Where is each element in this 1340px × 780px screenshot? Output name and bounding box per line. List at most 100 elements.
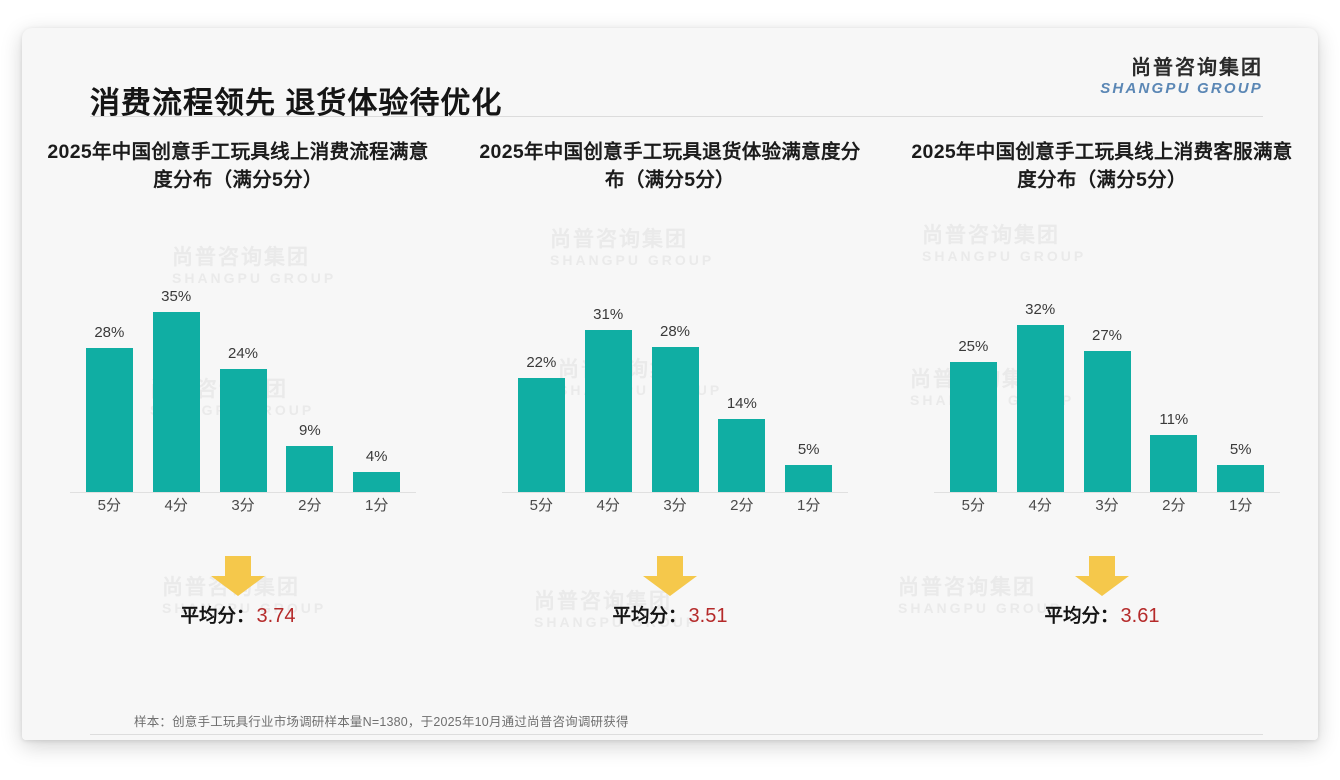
bar[interactable] — [1083, 350, 1131, 493]
average-score-label: 平均分： — [612, 604, 687, 626]
x-axis-line — [934, 491, 1280, 493]
average-block: 平均分： 3.74 — [40, 555, 436, 636]
average-block: 平均分： 3.51 — [472, 555, 868, 636]
chart-panel-consumption-process: 2025年中国创意手工玩具线上消费流程满意度分布（满分5分） 28% 35% 2… — [22, 138, 454, 636]
charts-row: 2025年中国创意手工玩具线上消费流程满意度分布（满分5分） 28% 35% 2… — [22, 138, 1318, 636]
category-label: 4分 — [164, 496, 188, 514]
category-label: 4分 — [1028, 496, 1052, 514]
category-label: 3分 — [231, 496, 255, 514]
category-label: 2分 — [730, 496, 754, 514]
bar-value-label: 9% — [298, 421, 321, 439]
bar-slot: 24% — [212, 241, 275, 493]
bar[interactable] — [353, 471, 401, 493]
bar-value-label: 27% — [1091, 326, 1123, 344]
category-label: 4分 — [596, 496, 620, 514]
bar-group: 25% 32% 27% 11% — [942, 241, 1272, 493]
average-score-value: 3.61 — [1120, 604, 1160, 627]
bar[interactable] — [584, 329, 632, 493]
average-score-text: 平均分： 3.74 — [40, 602, 436, 628]
bar-slot: 4% — [345, 241, 408, 493]
bar-value-label: 32% — [1025, 300, 1056, 318]
bar-slot: 27% — [1076, 241, 1139, 493]
bar[interactable] — [1016, 324, 1064, 493]
bar[interactable] — [152, 311, 200, 493]
bar-group: 28% 35% 24% 9% — [78, 241, 408, 493]
bar-slot: 32% — [1009, 241, 1072, 493]
average-score-text: 平均分： 3.51 — [472, 602, 868, 628]
bar[interactable] — [286, 445, 334, 493]
category-labels: 5分 4分 3分 2分 1分 — [78, 494, 408, 515]
page-title: 消费流程领先 退货体验待优化 — [90, 87, 503, 120]
bar-slot: 5% — [777, 241, 840, 493]
bar-value-label: 31% — [593, 305, 624, 323]
bar-chart: 28% 35% 24% 9% — [40, 241, 436, 514]
bar-slot: 35% — [145, 241, 208, 493]
bar-value-label: 28% — [94, 323, 125, 341]
bar-slot: 11% — [1142, 241, 1205, 493]
bar-slot: 28% — [78, 241, 141, 493]
average-score-label: 平均分： — [180, 604, 255, 626]
brand-logo: 尚普咨询集团 SHANGPU GROUP — [1100, 57, 1263, 97]
bar-value-label: 35% — [161, 287, 192, 305]
bar-slot: 5% — [1209, 241, 1272, 493]
bar-value-label: 11% — [1159, 410, 1189, 428]
down-arrow-icon — [211, 555, 265, 596]
category-label: 5分 — [961, 496, 986, 514]
bar[interactable] — [651, 346, 699, 493]
bar[interactable] — [949, 361, 997, 493]
average-score-label: 平均分： — [1044, 604, 1119, 626]
bar-chart: 25% 32% 27% 11% — [904, 241, 1300, 514]
bar-slot: 25% — [942, 241, 1005, 493]
down-arrow-icon — [1075, 555, 1129, 596]
bar[interactable] — [718, 418, 766, 493]
bar[interactable] — [1217, 464, 1265, 493]
chart-title: 2025年中国创意手工玩具线上消费客服满意度分布（满分5分） — [911, 141, 1293, 192]
x-axis-line — [70, 491, 416, 493]
category-label: 3分 — [1095, 496, 1119, 514]
sample-footnote: 样本：创意手工玩具行业市场调研样本量N=1380，于2025年10月通过尚普咨询… — [134, 715, 629, 729]
category-label: 1分 — [1228, 496, 1253, 514]
bar-value-label: 28% — [659, 322, 691, 340]
average-score-value: 3.74 — [256, 604, 296, 627]
category-label: 1分 — [364, 496, 389, 514]
bar-slot: 9% — [278, 241, 341, 493]
logo-english-text: SHANGPU GROUP — [1100, 80, 1263, 97]
category-label: 5分 — [529, 496, 554, 514]
bar-value-label: 5% — [797, 440, 820, 458]
average-block: 平均分： 3.61 — [904, 555, 1300, 636]
slide-canvas: 消费流程领先 退货体验待优化 尚普咨询集团 SHANGPU GROUP 尚普咨询… — [22, 28, 1318, 740]
bar-chart: 22% 31% 28% 14% — [472, 241, 868, 514]
bar-value-label: 24% — [227, 344, 259, 362]
bar-value-label: 4% — [365, 447, 388, 465]
bar[interactable] — [219, 368, 267, 493]
down-arrow-icon — [643, 555, 697, 596]
bar[interactable] — [517, 377, 565, 493]
category-label: 2分 — [1162, 496, 1186, 514]
bar-value-label: 22% — [526, 353, 557, 371]
bar[interactable] — [1150, 434, 1198, 493]
bar-value-label: 14% — [726, 394, 757, 412]
bar-slot: 31% — [577, 241, 640, 493]
slide-footer: ©2025.12 SHANGPU GROUP www.shangpu-china… — [22, 735, 1318, 740]
chart-panel-return-experience: 2025年中国创意手工玩具退货体验满意度分布（满分5分） 22% 31% 28% — [454, 138, 886, 636]
category-label: 1分 — [796, 496, 821, 514]
logo-chinese-text: 尚普咨询集团 — [1131, 57, 1263, 79]
bar-slot: 28% — [644, 241, 707, 493]
category-labels: 5分 4分 3分 2分 1分 — [942, 494, 1272, 515]
header-divider — [90, 116, 1263, 117]
bar[interactable] — [785, 464, 833, 493]
chart-title: 2025年中国创意手工玩具退货体验满意度分布（满分5分） — [479, 141, 861, 192]
bar-value-label: 25% — [958, 337, 989, 355]
bar-value-label: 5% — [1229, 440, 1252, 458]
average-score-text: 平均分： 3.61 — [904, 602, 1300, 628]
category-labels: 5分 4分 3分 2分 1分 — [510, 494, 840, 515]
category-label: 3分 — [663, 496, 687, 514]
bar-group: 22% 31% 28% 14% — [510, 241, 840, 493]
bar-slot: 22% — [510, 241, 573, 493]
chart-panel-customer-service: 2025年中国创意手工玩具线上消费客服满意度分布（满分5分） 25% 32% 2… — [886, 138, 1318, 636]
slide-header: 消费流程领先 退货体验待优化 尚普咨询集团 SHANGPU GROUP — [22, 28, 1318, 120]
category-label: 2分 — [298, 496, 322, 514]
average-score-value: 3.51 — [688, 604, 728, 627]
bar[interactable] — [85, 347, 133, 493]
x-axis-line — [502, 491, 848, 493]
